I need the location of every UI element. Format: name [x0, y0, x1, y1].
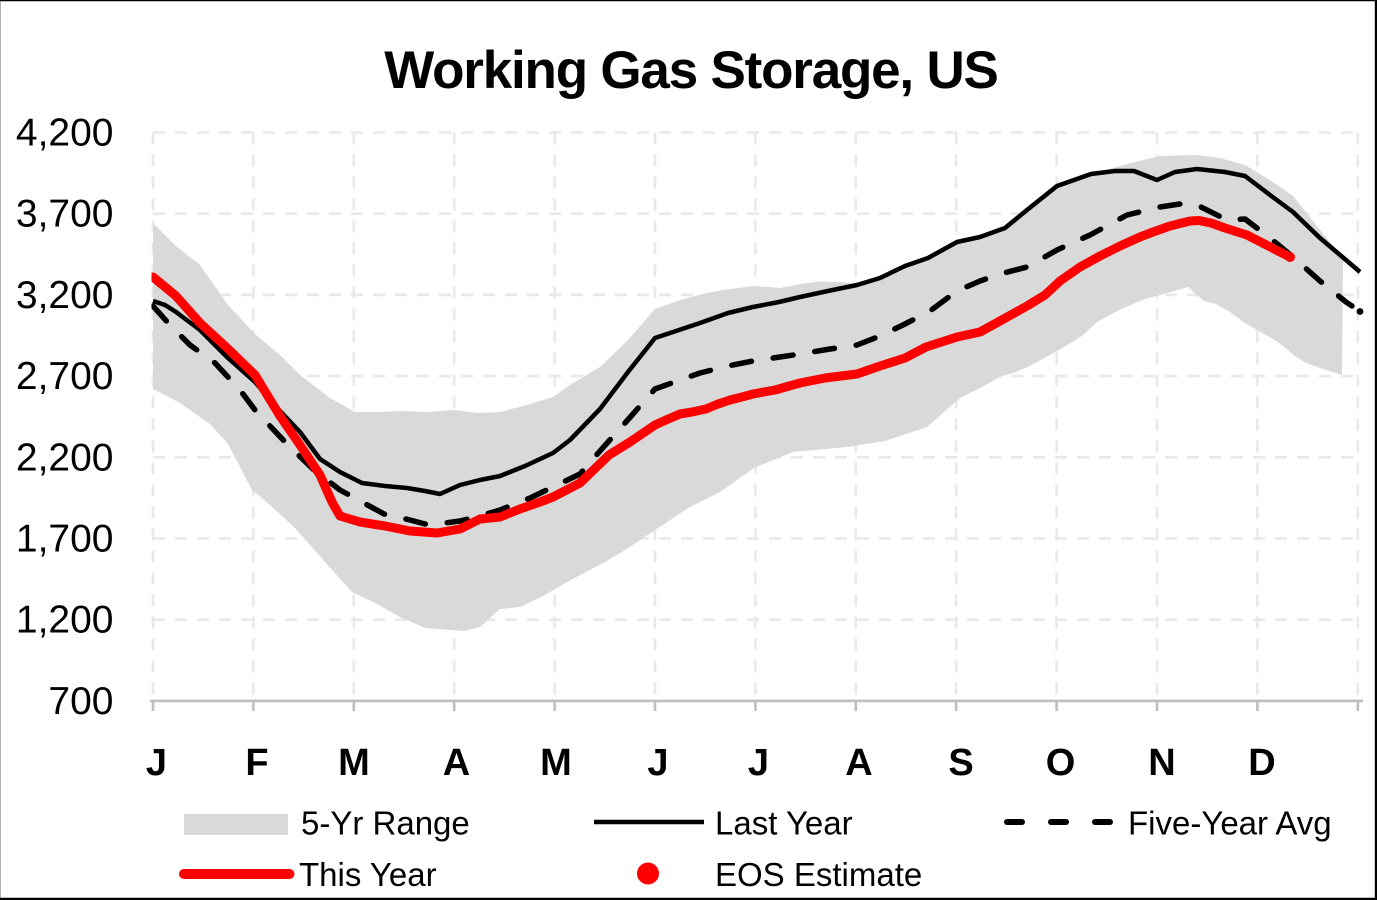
svg-text:J: J — [647, 742, 668, 784]
svg-text:J: J — [146, 742, 167, 784]
svg-text:A: A — [443, 742, 470, 784]
svg-text:2,700: 2,700 — [16, 355, 114, 398]
svg-text:4,200: 4,200 — [16, 112, 114, 155]
svg-text:1,700: 1,700 — [16, 518, 114, 561]
svg-text:EOS Estimate: EOS Estimate — [715, 856, 922, 893]
svg-text:700: 700 — [48, 680, 113, 723]
svg-text:5-Yr Range: 5-Yr Range — [301, 805, 470, 842]
svg-text:S: S — [948, 742, 973, 784]
svg-text:1,200: 1,200 — [16, 599, 114, 642]
svg-text:O: O — [1046, 742, 1076, 784]
svg-text:M: M — [338, 742, 370, 784]
svg-text:Last Year: Last Year — [715, 805, 853, 842]
svg-text:A: A — [845, 742, 872, 784]
svg-text:3,200: 3,200 — [16, 274, 114, 317]
svg-text:D: D — [1248, 742, 1275, 784]
svg-text:This Year: This Year — [299, 856, 437, 893]
svg-text:F: F — [245, 742, 268, 784]
svg-text:Five-Year Avg: Five-Year Avg — [1128, 805, 1332, 842]
svg-text:Working Gas Storage, US: Working Gas Storage, US — [384, 41, 997, 100]
svg-text:N: N — [1148, 742, 1175, 784]
svg-text:M: M — [540, 742, 572, 784]
svg-text:J: J — [748, 742, 769, 784]
svg-text:3,700: 3,700 — [16, 193, 114, 236]
svg-text:2,200: 2,200 — [16, 436, 114, 479]
